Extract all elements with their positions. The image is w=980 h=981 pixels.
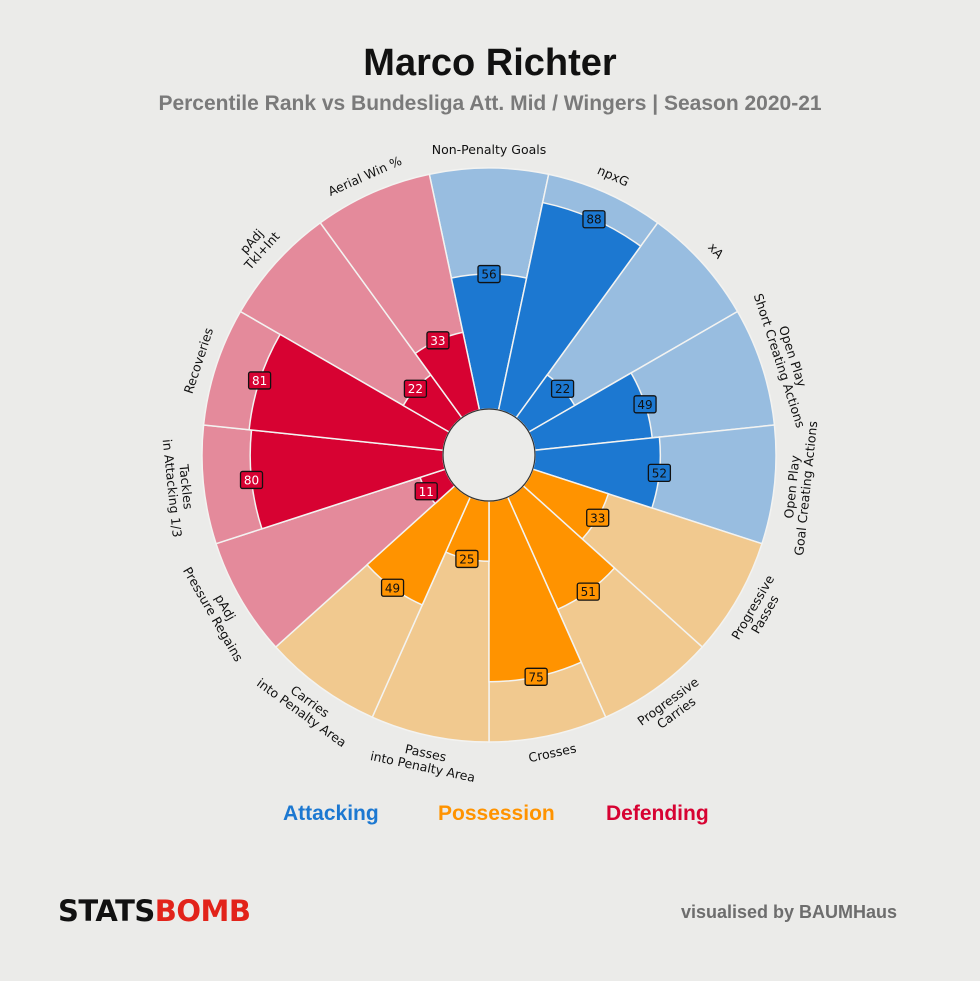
svg-text:81: 81 <box>252 374 267 388</box>
svg-text:49: 49 <box>637 398 652 412</box>
value-label: 49 <box>633 395 657 414</box>
svg-text:52: 52 <box>652 466 667 480</box>
value-label: 33 <box>586 508 610 527</box>
value-label: 75 <box>524 667 548 686</box>
page-title: Marco Richter <box>363 42 617 84</box>
value-label: 49 <box>380 578 405 597</box>
svg-text:33: 33 <box>430 334 445 348</box>
category-label: Open PlayGoal Creating Actions <box>777 419 820 557</box>
svg-text:88: 88 <box>586 213 601 227</box>
legend-possession: Possession <box>438 802 555 825</box>
category-label: xA <box>705 240 727 262</box>
center-circle <box>442 408 536 502</box>
category-label: Tacklesin Attacking 1/3 <box>160 437 199 538</box>
svg-text:11: 11 <box>419 485 434 499</box>
value-label: 25 <box>455 549 479 569</box>
legend-attacking: Attacking <box>283 802 379 825</box>
svg-text:56: 56 <box>481 268 496 282</box>
value-label: 88 <box>582 210 606 229</box>
value-label: 80 <box>239 470 264 490</box>
credit-text: visualised by BAUMHaus <box>681 902 898 922</box>
value-label: 33 <box>426 331 450 350</box>
legend-defending: Defending <box>606 802 709 825</box>
value-label: 51 <box>576 582 600 601</box>
value-label: 52 <box>647 463 672 483</box>
svg-text:51: 51 <box>581 585 596 599</box>
value-label: 11 <box>414 482 438 501</box>
category-label: Non-Penalty Goals <box>432 142 547 157</box>
svg-text:25: 25 <box>459 552 474 566</box>
svg-text:80: 80 <box>244 473 259 487</box>
value-label: 56 <box>477 264 501 284</box>
svg-text:22: 22 <box>555 382 570 396</box>
svg-text:75: 75 <box>529 670 544 684</box>
value-label: 81 <box>247 371 272 390</box>
value-label: 22 <box>550 379 575 398</box>
category-label: npxG <box>595 162 631 189</box>
category-label: Passesinto Penalty Area <box>369 734 479 785</box>
svg-text:22: 22 <box>408 382 423 396</box>
category-label: Crosses <box>527 740 578 765</box>
svg-text:49: 49 <box>385 581 400 595</box>
page-subtitle: Percentile Rank vs Bundesliga Att. Mid /… <box>158 92 822 115</box>
value-label: 22 <box>403 379 428 398</box>
svg-text:33: 33 <box>590 511 605 525</box>
statsbomb-logo: STATSBOMB <box>58 894 251 928</box>
